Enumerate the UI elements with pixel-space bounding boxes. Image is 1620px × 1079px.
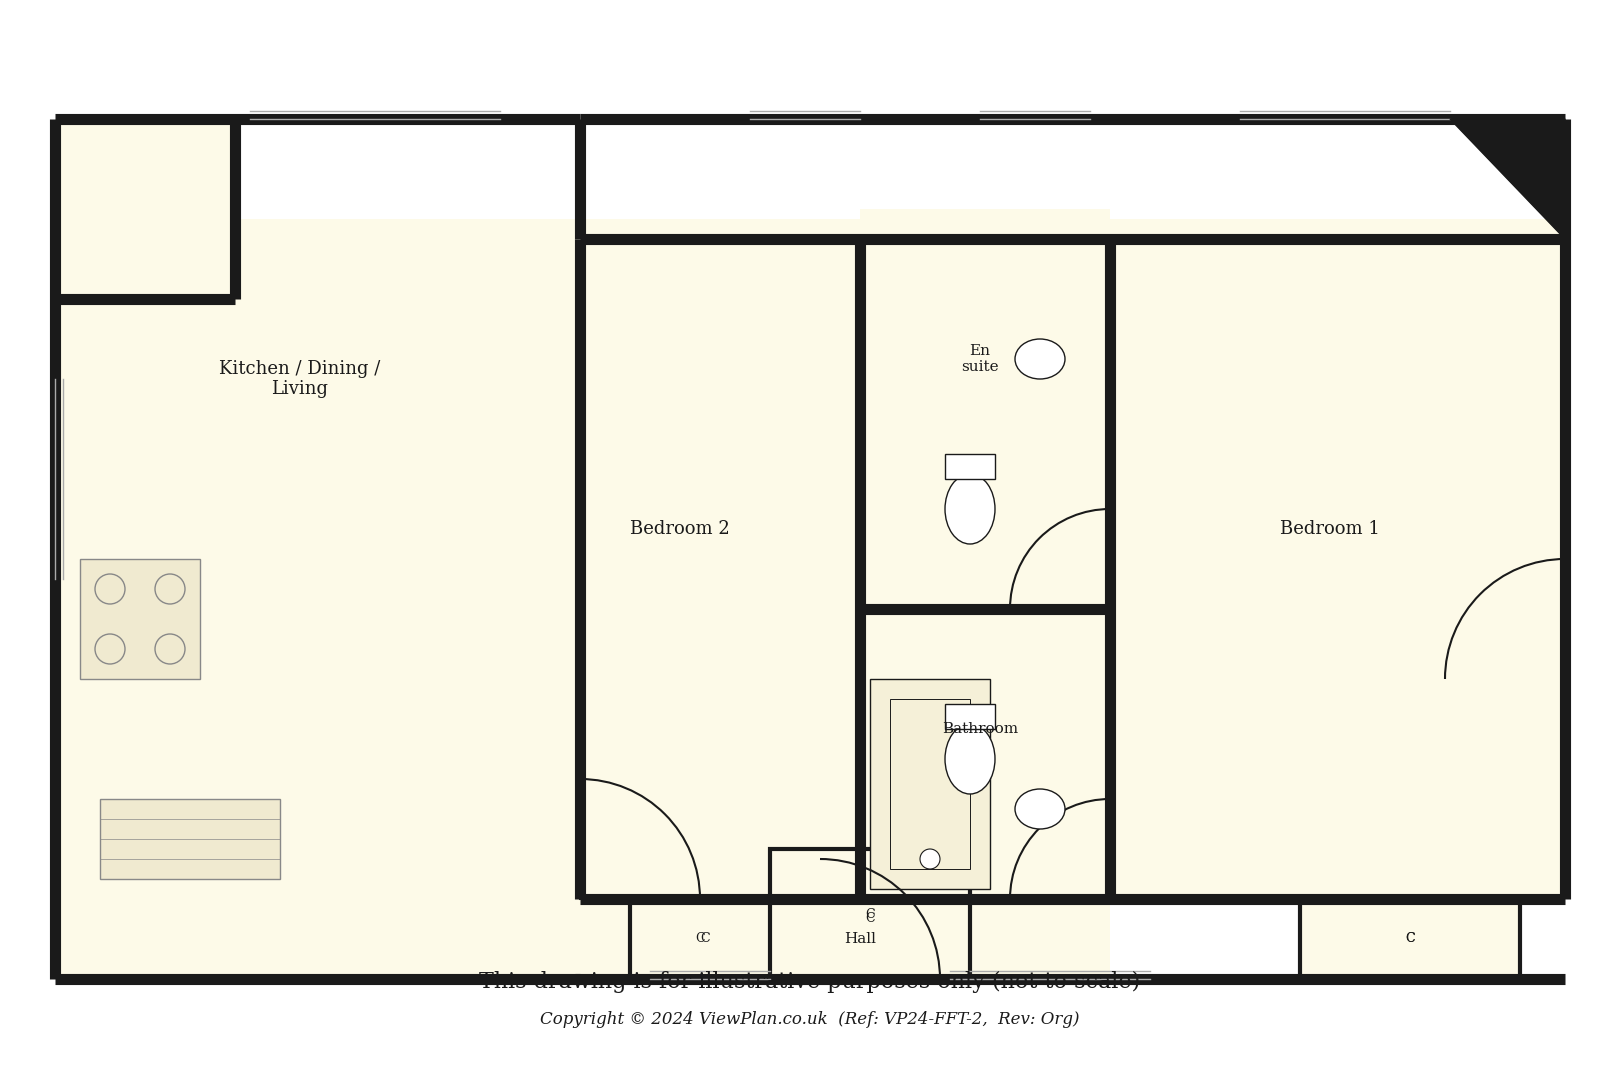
Circle shape	[156, 574, 185, 604]
Polygon shape	[1450, 119, 1565, 240]
Ellipse shape	[1016, 339, 1064, 379]
Text: En
suite: En suite	[961, 344, 1000, 374]
Text: Kitchen / Dining /
Living: Kitchen / Dining / Living	[219, 359, 381, 398]
Bar	[100, 800, 280, 879]
Bar	[575, 800, 1110, 979]
Bar	[860, 209, 1110, 609]
Text: Bedroom 2: Bedroom 2	[630, 520, 731, 538]
Text: C: C	[1405, 932, 1414, 945]
Text: Copyright © 2024 ViewPlan.co.uk  (Ref: VP24-FFT-2,  Rev: Org): Copyright © 2024 ViewPlan.co.uk (Ref: VP…	[539, 1011, 1081, 1028]
Circle shape	[156, 634, 185, 664]
Bar	[770, 849, 970, 979]
Bar	[1299, 899, 1520, 979]
Bar	[79, 559, 199, 679]
Text: C: C	[700, 932, 710, 945]
Text: Bathroom: Bathroom	[941, 722, 1017, 736]
Circle shape	[96, 574, 125, 604]
Bar	[870, 679, 990, 889]
Bar	[55, 219, 575, 979]
Text: Bedroom 1: Bedroom 1	[1280, 520, 1380, 538]
Ellipse shape	[944, 724, 995, 794]
Ellipse shape	[1016, 789, 1064, 829]
Text: C: C	[695, 932, 705, 945]
Bar	[944, 454, 995, 479]
Text: Hall: Hall	[844, 932, 876, 946]
Bar	[1110, 219, 1565, 899]
Bar	[944, 704, 995, 729]
Text: This drawing is for illustrative purposes only (not to scale): This drawing is for illustrative purpose…	[480, 971, 1140, 993]
Bar	[575, 219, 1055, 899]
Bar	[55, 119, 235, 299]
Bar	[889, 699, 970, 869]
Text: C: C	[865, 907, 875, 920]
Text: C: C	[865, 913, 875, 926]
Bar	[630, 899, 779, 979]
Ellipse shape	[944, 474, 995, 544]
Circle shape	[96, 634, 125, 664]
Text: C: C	[1405, 932, 1414, 945]
Polygon shape	[1450, 119, 1565, 240]
Circle shape	[920, 849, 940, 869]
Bar	[860, 609, 1110, 979]
